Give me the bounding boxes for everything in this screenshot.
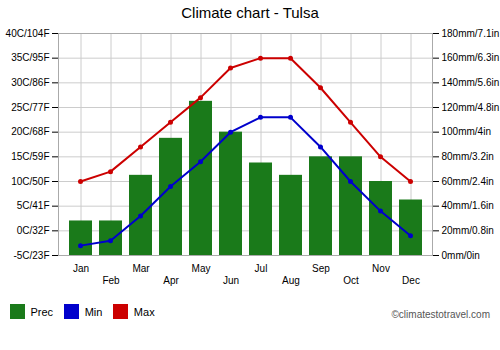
svg-text:80mm/3.2in: 80mm/3.2in xyxy=(442,151,494,162)
svg-text:180mm/7.1in: 180mm/7.1in xyxy=(442,28,500,39)
svg-text:40mm/1.6in: 40mm/1.6in xyxy=(442,200,494,211)
svg-text:10C/50F: 10C/50F xyxy=(11,176,49,187)
svg-text:20mm/0.8in: 20mm/0.8in xyxy=(442,225,494,236)
svg-text:5C/41F: 5C/41F xyxy=(17,200,50,211)
html-text:©climatestotravel.com: ©climatestotravel.com xyxy=(391,308,490,320)
svg-text:15C/59F: 15C/59F xyxy=(11,151,49,162)
svg-text:160mm/6.3in: 160mm/6.3in xyxy=(442,52,500,63)
svg-text:Jun: Jun xyxy=(223,275,239,286)
html-text:Min: Min xyxy=(84,305,103,318)
svg-text:100mm/4in: 100mm/4in xyxy=(442,126,491,137)
svg-text:May: May xyxy=(192,263,211,274)
svg-text:20C/68F: 20C/68F xyxy=(11,126,49,137)
svg-text:-5C/23F: -5C/23F xyxy=(13,250,49,261)
svg-text:0mm/0in: 0mm/0in xyxy=(442,250,480,261)
svg-text:Dec: Dec xyxy=(402,275,420,286)
svg-text:Jul: Jul xyxy=(255,263,268,274)
svg-text:Sep: Sep xyxy=(312,263,330,274)
svg-text:30C/86F: 30C/86F xyxy=(11,77,49,88)
svg-text:Aug: Aug xyxy=(282,275,300,286)
svg-text:Mar: Mar xyxy=(132,263,150,274)
svg-text:Nov: Nov xyxy=(372,263,390,274)
html-text:Climate chart - Tulsa: Climate chart - Tulsa xyxy=(181,4,319,21)
svg-text:Apr: Apr xyxy=(163,275,179,286)
svg-text:Oct: Oct xyxy=(343,275,359,286)
svg-text:120mm/4.8in: 120mm/4.8in xyxy=(442,102,500,113)
svg-text:Jan: Jan xyxy=(73,263,89,274)
svg-text:Feb: Feb xyxy=(102,275,120,286)
svg-text:0C/32F: 0C/32F xyxy=(17,225,50,236)
svg-text:140mm/5.6in: 140mm/5.6in xyxy=(442,77,500,88)
svg-text:40C/104F: 40C/104F xyxy=(6,28,50,39)
html-text:Prec: Prec xyxy=(30,305,54,318)
svg-text:60mm/2.4in: 60mm/2.4in xyxy=(442,176,494,187)
html-text:Max: Max xyxy=(133,305,155,318)
svg-text:25C/77F: 25C/77F xyxy=(11,102,49,113)
svg-text:35C/95F: 35C/95F xyxy=(11,52,49,63)
